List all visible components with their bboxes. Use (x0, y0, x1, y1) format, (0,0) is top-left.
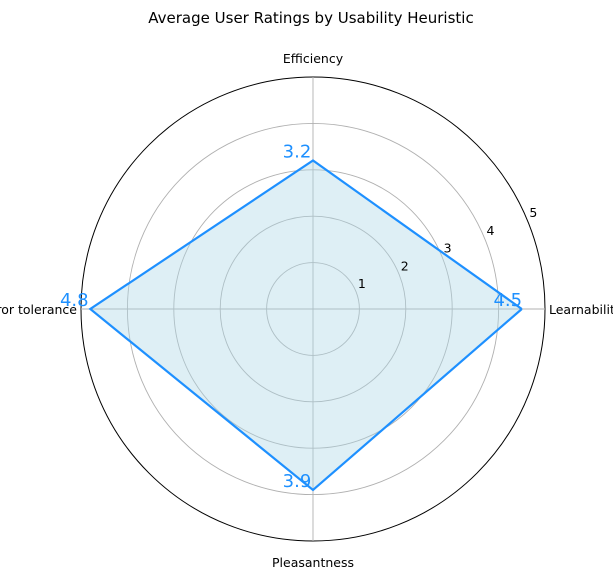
data-series (88, 159, 523, 492)
r-tick-label-3: 3 (444, 241, 452, 256)
value-label-1: 4.5 (493, 290, 522, 311)
axis-label-error-tolerance: Error tolerance (0, 302, 77, 317)
angular-grid (81, 77, 545, 541)
r-tick-label-5: 5 (529, 205, 537, 220)
value-label-4: 3.9 (283, 471, 312, 492)
r-tick-label-1: 1 (358, 276, 366, 291)
chart-title: Average User Ratings by Usability Heuris… (148, 9, 473, 27)
axis-label-pleasantness: Pleasantness (272, 555, 354, 570)
axis-label-learnability: Learnability (549, 302, 613, 317)
labels: 1 2 3 4 5 Learnability Efficiency Error toleran… (0, 51, 613, 570)
value-label-2: 3.2 (283, 142, 312, 163)
value-label-3: 4.8 (60, 290, 89, 311)
series-area (90, 160, 522, 490)
r-tick-label-2: 2 (401, 258, 409, 273)
r-tick-label-4: 4 (486, 223, 494, 238)
series-line (88, 159, 523, 492)
axis-label-efficiency: Efficiency (283, 51, 344, 66)
